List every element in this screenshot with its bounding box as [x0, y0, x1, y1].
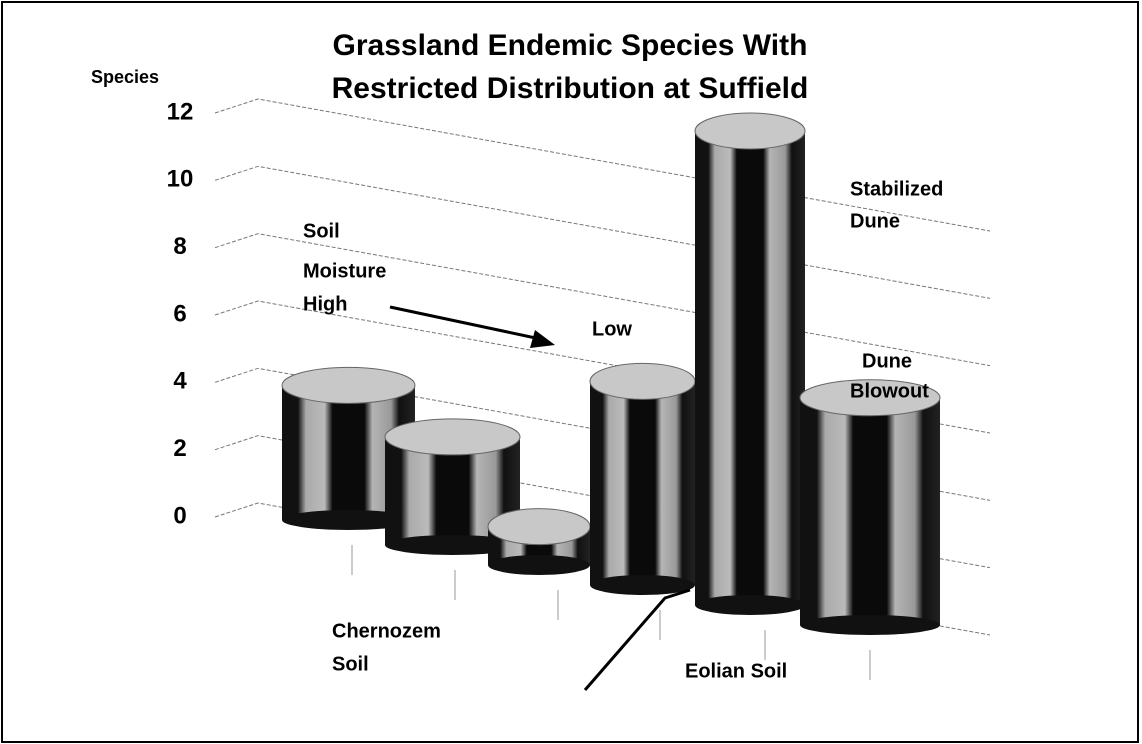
- bar-foot: [800, 615, 940, 635]
- annotation: Dune: [862, 350, 912, 372]
- bar: [590, 381, 695, 585]
- chart-title: Restricted Distribution at Suffield: [332, 72, 809, 105]
- annotation: Chernozem: [332, 620, 441, 642]
- chart-title: Grassland Endemic Species With: [333, 29, 808, 62]
- y-tick-label: 2: [173, 435, 186, 462]
- bar-foot: [590, 575, 695, 595]
- bar-cap: [281, 366, 416, 404]
- annotation: Soil: [332, 653, 369, 675]
- y-tick-label: 12: [167, 98, 194, 125]
- y-tick-label: 4: [173, 368, 187, 395]
- bar-foot: [488, 555, 590, 575]
- annotation: Stabilized: [850, 178, 943, 200]
- bracket: [583, 588, 691, 691]
- y-tick-label: 8: [173, 233, 186, 260]
- arrow: [389, 305, 546, 342]
- annotation: High: [303, 293, 347, 315]
- bar-cap: [384, 418, 521, 456]
- annotation: Blowout: [850, 380, 929, 402]
- y-tick-label: 0: [173, 502, 186, 529]
- y-tick-label: 10: [167, 166, 194, 193]
- annotation: Dune: [850, 210, 900, 232]
- annotation: Moisture: [303, 260, 386, 282]
- arrow-head: [530, 330, 555, 348]
- bar-cap: [589, 362, 696, 400]
- bar-cap: [694, 112, 806, 150]
- bar-foot: [695, 595, 805, 615]
- bar-foot: [282, 510, 415, 530]
- bar-foot: [385, 535, 520, 555]
- y-tick-label: 6: [173, 300, 186, 327]
- annotation: Soil: [303, 220, 340, 242]
- bar: [695, 130, 805, 605]
- bar-cap: [487, 508, 591, 546]
- annotation: Low: [592, 318, 632, 340]
- bar-cap: [799, 379, 941, 417]
- annotation: Eolian Soil: [685, 660, 787, 682]
- bar: [800, 397, 940, 625]
- y-axis-label: Species: [91, 67, 159, 87]
